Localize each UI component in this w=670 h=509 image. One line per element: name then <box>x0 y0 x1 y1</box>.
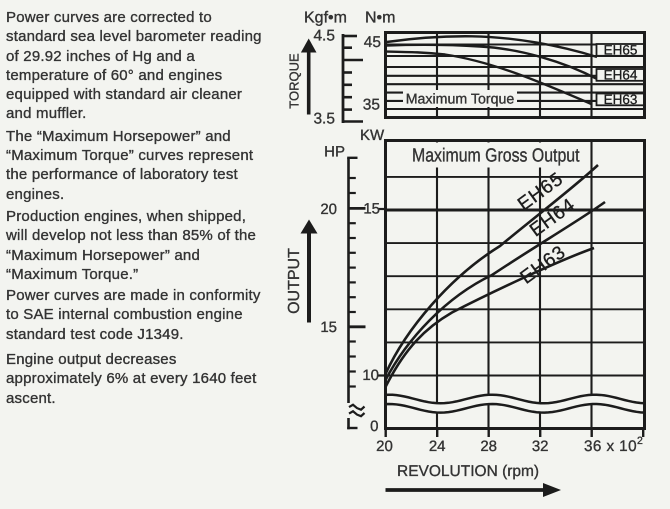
svg-text:28: 28 <box>480 438 497 455</box>
svg-text:Kgf•m: Kgf•m <box>304 10 347 27</box>
svg-text:24: 24 <box>429 438 446 455</box>
svg-text:45: 45 <box>364 34 381 51</box>
svg-text:36 x 10: 36 x 10 <box>584 438 637 455</box>
svg-text:Maximum Gross Output: Maximum Gross Output <box>412 146 580 167</box>
svg-text:15: 15 <box>320 319 337 336</box>
svg-text:N•m: N•m <box>365 10 395 27</box>
svg-text:20: 20 <box>320 201 337 218</box>
svg-text:EH65: EH65 <box>604 42 638 57</box>
svg-text:Maximum Torque: Maximum Torque <box>406 92 515 108</box>
svg-text:REVOLUTION (rpm): REVOLUTION (rpm) <box>397 463 539 480</box>
svg-text:OUTPUT: OUTPUT <box>286 248 303 314</box>
svg-text:EH63: EH63 <box>604 92 638 107</box>
svg-text:KW: KW <box>360 127 385 144</box>
svg-text:4.5: 4.5 <box>313 28 335 45</box>
svg-text:EH64: EH64 <box>604 67 638 82</box>
svg-text:10: 10 <box>362 367 379 384</box>
svg-text:EH63: EH63 <box>517 242 570 289</box>
svg-text:32: 32 <box>532 438 549 455</box>
svg-text:TORQUE: TORQUE <box>287 53 302 109</box>
svg-text:20: 20 <box>376 438 393 455</box>
svg-text:3.5: 3.5 <box>313 111 335 128</box>
svg-text:2: 2 <box>637 435 643 447</box>
svg-text:15: 15 <box>363 200 380 217</box>
svg-text:0: 0 <box>370 418 378 435</box>
svg-text:HP: HP <box>324 144 345 161</box>
svg-text:35: 35 <box>363 97 380 114</box>
